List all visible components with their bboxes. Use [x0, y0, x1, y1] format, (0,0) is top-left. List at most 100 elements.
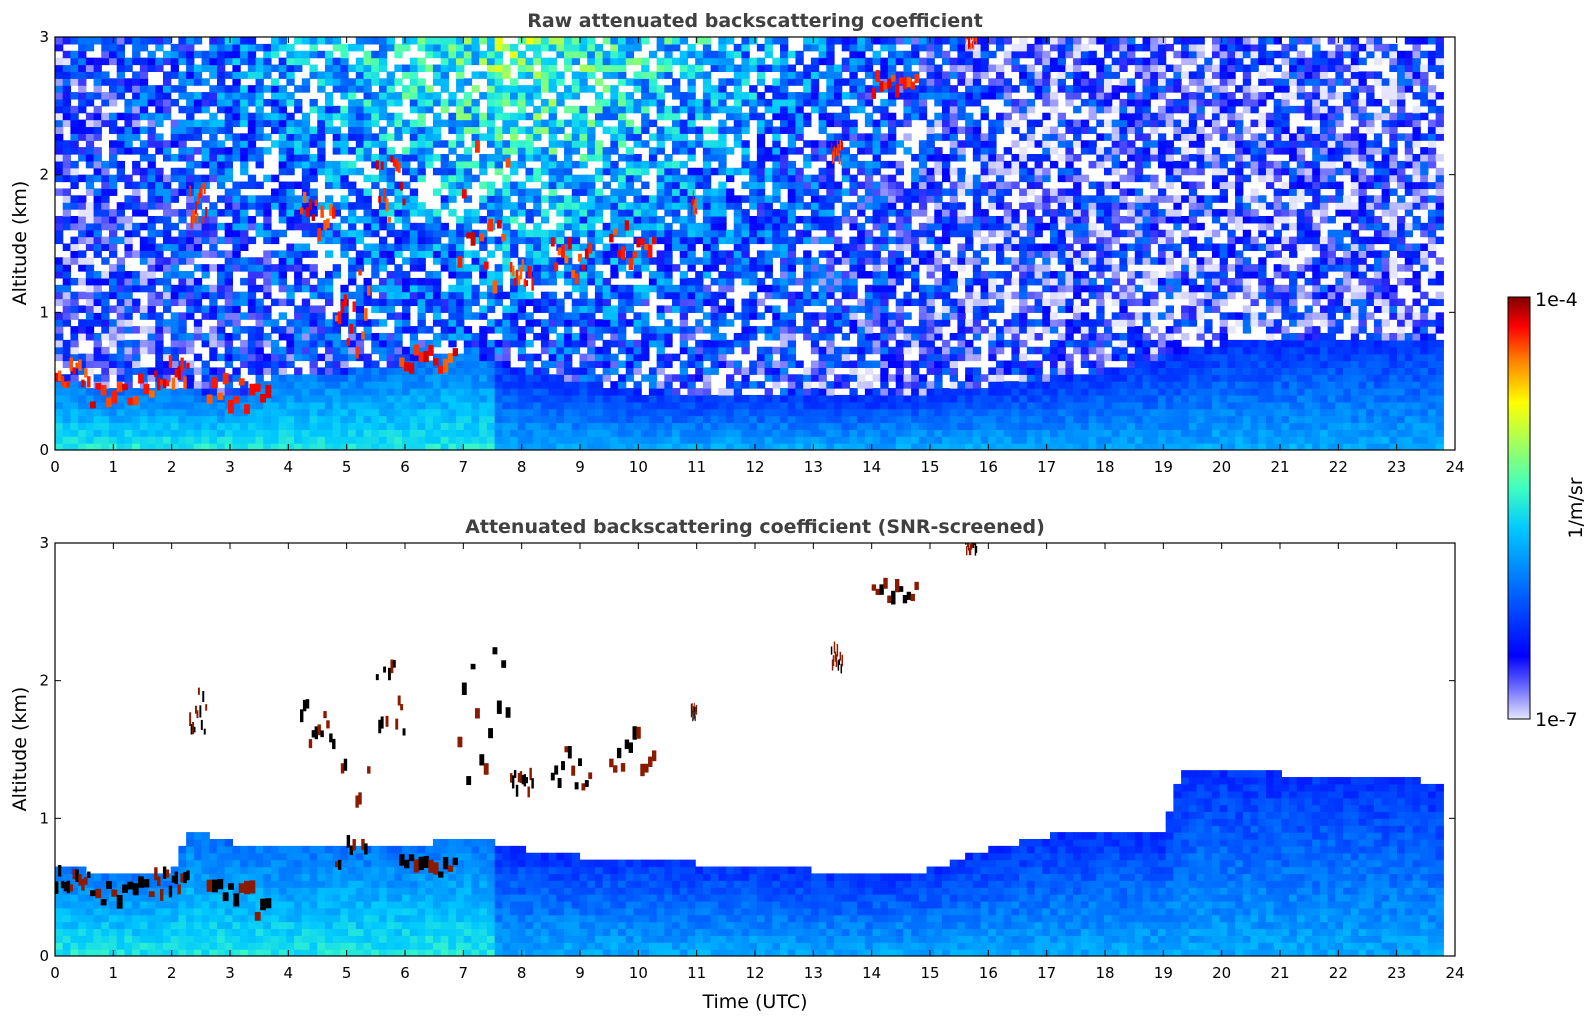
heatmap-cell [656, 367, 665, 375]
heatmap-cell [124, 195, 133, 203]
heatmap-cell [718, 133, 727, 141]
heatmap-cell [494, 92, 503, 100]
heatmap-cell [147, 188, 156, 196]
heatmap-cell [386, 339, 395, 348]
heatmap-cell [309, 222, 318, 231]
heatmap-cell [664, 160, 673, 169]
heatmap-cell [618, 202, 627, 210]
heatmap-cell [710, 291, 719, 300]
heatmap-cell [139, 236, 149, 245]
heatmap-cell [386, 284, 395, 293]
heatmap-cell [55, 105, 64, 114]
heatmap-cell [556, 181, 565, 190]
heatmap-cell [55, 98, 64, 107]
heatmap-cell [139, 339, 149, 348]
heatmap-cell [656, 346, 665, 355]
heatmap-cell [62, 346, 72, 355]
heatmap-cell [787, 188, 797, 196]
heatmap-cell [147, 326, 156, 334]
heatmap-cell [425, 133, 434, 141]
heatmap-cell [93, 57, 102, 66]
heatmap-cell [240, 277, 249, 286]
heatmap-cell [710, 64, 719, 73]
heatmap-cell [440, 71, 449, 79]
heatmap-cell [533, 37, 542, 45]
heatmap-cell [587, 188, 596, 196]
heatmap-cell [687, 105, 696, 114]
heatmap-cell [803, 64, 812, 73]
heatmap-cell [841, 374, 851, 382]
heatmap-cell [587, 37, 596, 45]
heatmap-cell [687, 401, 696, 410]
heatmap-cell [232, 374, 241, 382]
heatmap-cell [787, 92, 797, 100]
heatmap-cell [255, 105, 264, 114]
heatmap-cell [787, 112, 797, 121]
heatmap-cell [324, 37, 334, 45]
heatmap-cell [471, 126, 480, 134]
heatmap-cell [224, 250, 233, 258]
heatmap-cell [818, 126, 827, 134]
heatmap-cell [741, 243, 750, 251]
heatmap-cell [672, 291, 681, 300]
heatmap-cell [587, 181, 596, 190]
heatmap-cell [618, 415, 627, 424]
heatmap-cell [810, 443, 820, 450]
heatmap-cell [155, 257, 164, 265]
heatmap-cell [425, 250, 434, 258]
heatmap-cell [471, 291, 480, 300]
heatmap-cell [510, 43, 519, 52]
heatmap-cell [186, 57, 195, 66]
heatmap-cell [587, 222, 596, 231]
heatmap-cell [178, 140, 187, 148]
heatmap-cell [710, 339, 719, 348]
heatmap-cell [679, 408, 689, 417]
heatmap-cell [247, 394, 257, 403]
heatmap-cell [463, 388, 473, 396]
heatmap-cell [826, 339, 835, 348]
heatmap-cell [402, 381, 411, 389]
heatmap-cell [348, 332, 357, 341]
heatmap-cell [702, 78, 712, 86]
heatmap-cell [162, 92, 172, 100]
heatmap-cell [556, 202, 565, 210]
heatmap-cell [656, 133, 665, 141]
heatmap-cell [78, 57, 87, 66]
heatmap-cell [378, 50, 388, 59]
heatmap-cell [679, 57, 689, 66]
heatmap-cell [772, 346, 781, 355]
heatmap-cell [116, 92, 126, 100]
heatmap-cell [556, 50, 565, 59]
heatmap-cell [517, 388, 527, 396]
heatmap-cell [371, 381, 380, 389]
heatmap-cell [533, 415, 542, 424]
heatmap-cell [255, 126, 264, 134]
heatmap-cell [432, 215, 442, 224]
heatmap-cell [371, 112, 380, 121]
heatmap-cell [764, 174, 773, 183]
heatmap-cell [571, 202, 581, 210]
heatmap-cell [386, 346, 395, 355]
heatmap-cell [540, 105, 550, 114]
heatmap-cell [849, 360, 858, 368]
heatmap-cell [764, 326, 773, 334]
heatmap-cell [70, 305, 79, 313]
heatmap-cell [263, 250, 272, 258]
heatmap-cell [502, 250, 511, 258]
heatmap-cell [818, 353, 827, 362]
heatmap-cell [849, 436, 858, 444]
heatmap-cell [448, 188, 457, 196]
heatmap-cell [664, 57, 673, 66]
heatmap-cell [517, 394, 527, 403]
heatmap-cell [733, 98, 743, 107]
heatmap-cell [101, 195, 110, 203]
heatmap-cell [270, 43, 280, 52]
heatmap-cell [818, 98, 827, 107]
heatmap-cell [756, 408, 766, 417]
heatmap-cell [417, 374, 426, 382]
heatmap-cell [270, 360, 280, 368]
heatmap-cell [286, 64, 295, 73]
heatmap-cell [394, 250, 403, 258]
heatmap-cell [70, 415, 79, 424]
heatmap-cell [756, 401, 766, 410]
